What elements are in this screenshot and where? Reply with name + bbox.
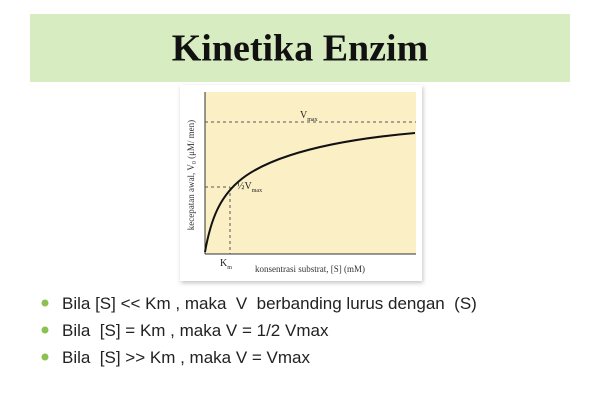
- vmax-main: V: [300, 110, 308, 121]
- half-vmax-label: ½Vmax: [237, 181, 262, 194]
- y-axis-label: kecepatan awal, V0 (μM/ men): [186, 120, 198, 230]
- bullet-list: Bila [S] << Km , maka V berbanding lurus…: [41, 294, 477, 367]
- bullet-dot: [41, 299, 49, 307]
- bullet-dot: [41, 326, 49, 334]
- y-label-sub: 0: [192, 161, 198, 164]
- vmax-sub: max: [307, 117, 317, 123]
- plot-area: [205, 92, 416, 254]
- slide-title: Kinetika Enzim: [172, 28, 429, 70]
- title-band: [30, 14, 570, 82]
- km-main: K: [220, 258, 228, 269]
- x-axis-label: konsentrasi substrat, [S] (mM): [255, 264, 365, 274]
- half-main: V: [245, 181, 253, 192]
- vmax-label: Vmax: [300, 110, 318, 123]
- bullet-dot: [41, 353, 49, 361]
- bullet-text: Bila [S] >> Km , maka V = Vmax: [62, 348, 311, 367]
- km-sub: m: [227, 265, 232, 271]
- y-label-unit: (μM/ men): [186, 120, 196, 161]
- bullet-text: Bila [S] = Km , maka V = 1/2 Vmax: [62, 321, 329, 340]
- saturation-curve: [204, 132, 416, 253]
- y-label-main: kecepatan awal, V: [186, 164, 196, 231]
- bullet-text: Bila [S] << Km , maka V berbanding lurus…: [62, 294, 477, 313]
- figure: Vmax ½Vmax Km konsentrasi substrat, [S] …: [180, 85, 422, 281]
- half-sub: max: [252, 188, 262, 194]
- half-fraction: ½: [237, 181, 245, 192]
- km-label: Km: [220, 258, 232, 271]
